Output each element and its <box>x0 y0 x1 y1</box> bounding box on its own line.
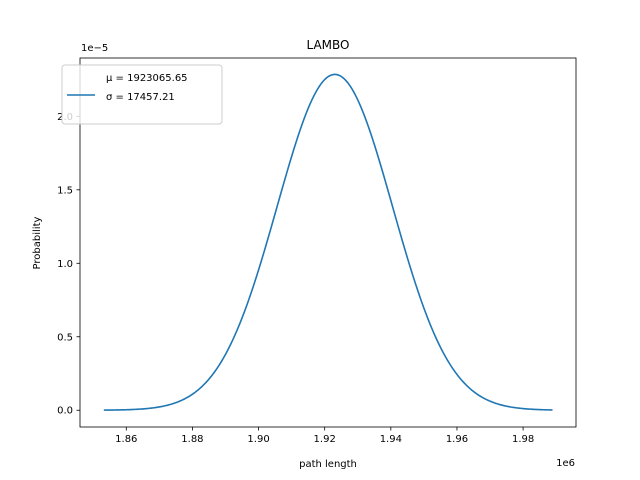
x-axis-label: path length <box>299 459 357 470</box>
series-line <box>103 73 553 411</box>
y-tick-label: 0.0 <box>57 406 73 417</box>
x-tick-label: 1.98 <box>512 434 534 445</box>
y-tick-label: 1.0 <box>57 259 73 270</box>
y-offset-label: 1e−5 <box>81 43 108 54</box>
x-tick-label: 1.86 <box>115 434 137 445</box>
y-axis-label: Probability <box>32 216 43 269</box>
x-tick-label: 1.90 <box>247 434 269 445</box>
x-tick-label: 1.94 <box>380 434 402 445</box>
legend: μ = 1923065.65 σ = 17457.21 <box>61 64 223 125</box>
legend-entry-line-2: σ = 17457.21 <box>106 92 175 103</box>
legend-box <box>61 64 223 125</box>
x-axis-ticks: 1.86 1.88 1.90 1.92 1.94 1.96 1.98 <box>115 427 534 445</box>
chart-title: LAMBO <box>307 38 350 52</box>
x-offset-label: 1e6 <box>556 458 575 469</box>
x-tick-label: 1.96 <box>446 434 468 445</box>
x-tick-label: 1.88 <box>181 434 203 445</box>
x-tick-label: 1.92 <box>314 434 336 445</box>
y-tick-label: 1.5 <box>57 185 73 196</box>
y-tick-label: 0.5 <box>57 332 73 343</box>
axes-frame <box>79 57 577 428</box>
legend-entry-line-1: μ = 1923065.65 <box>106 73 188 84</box>
